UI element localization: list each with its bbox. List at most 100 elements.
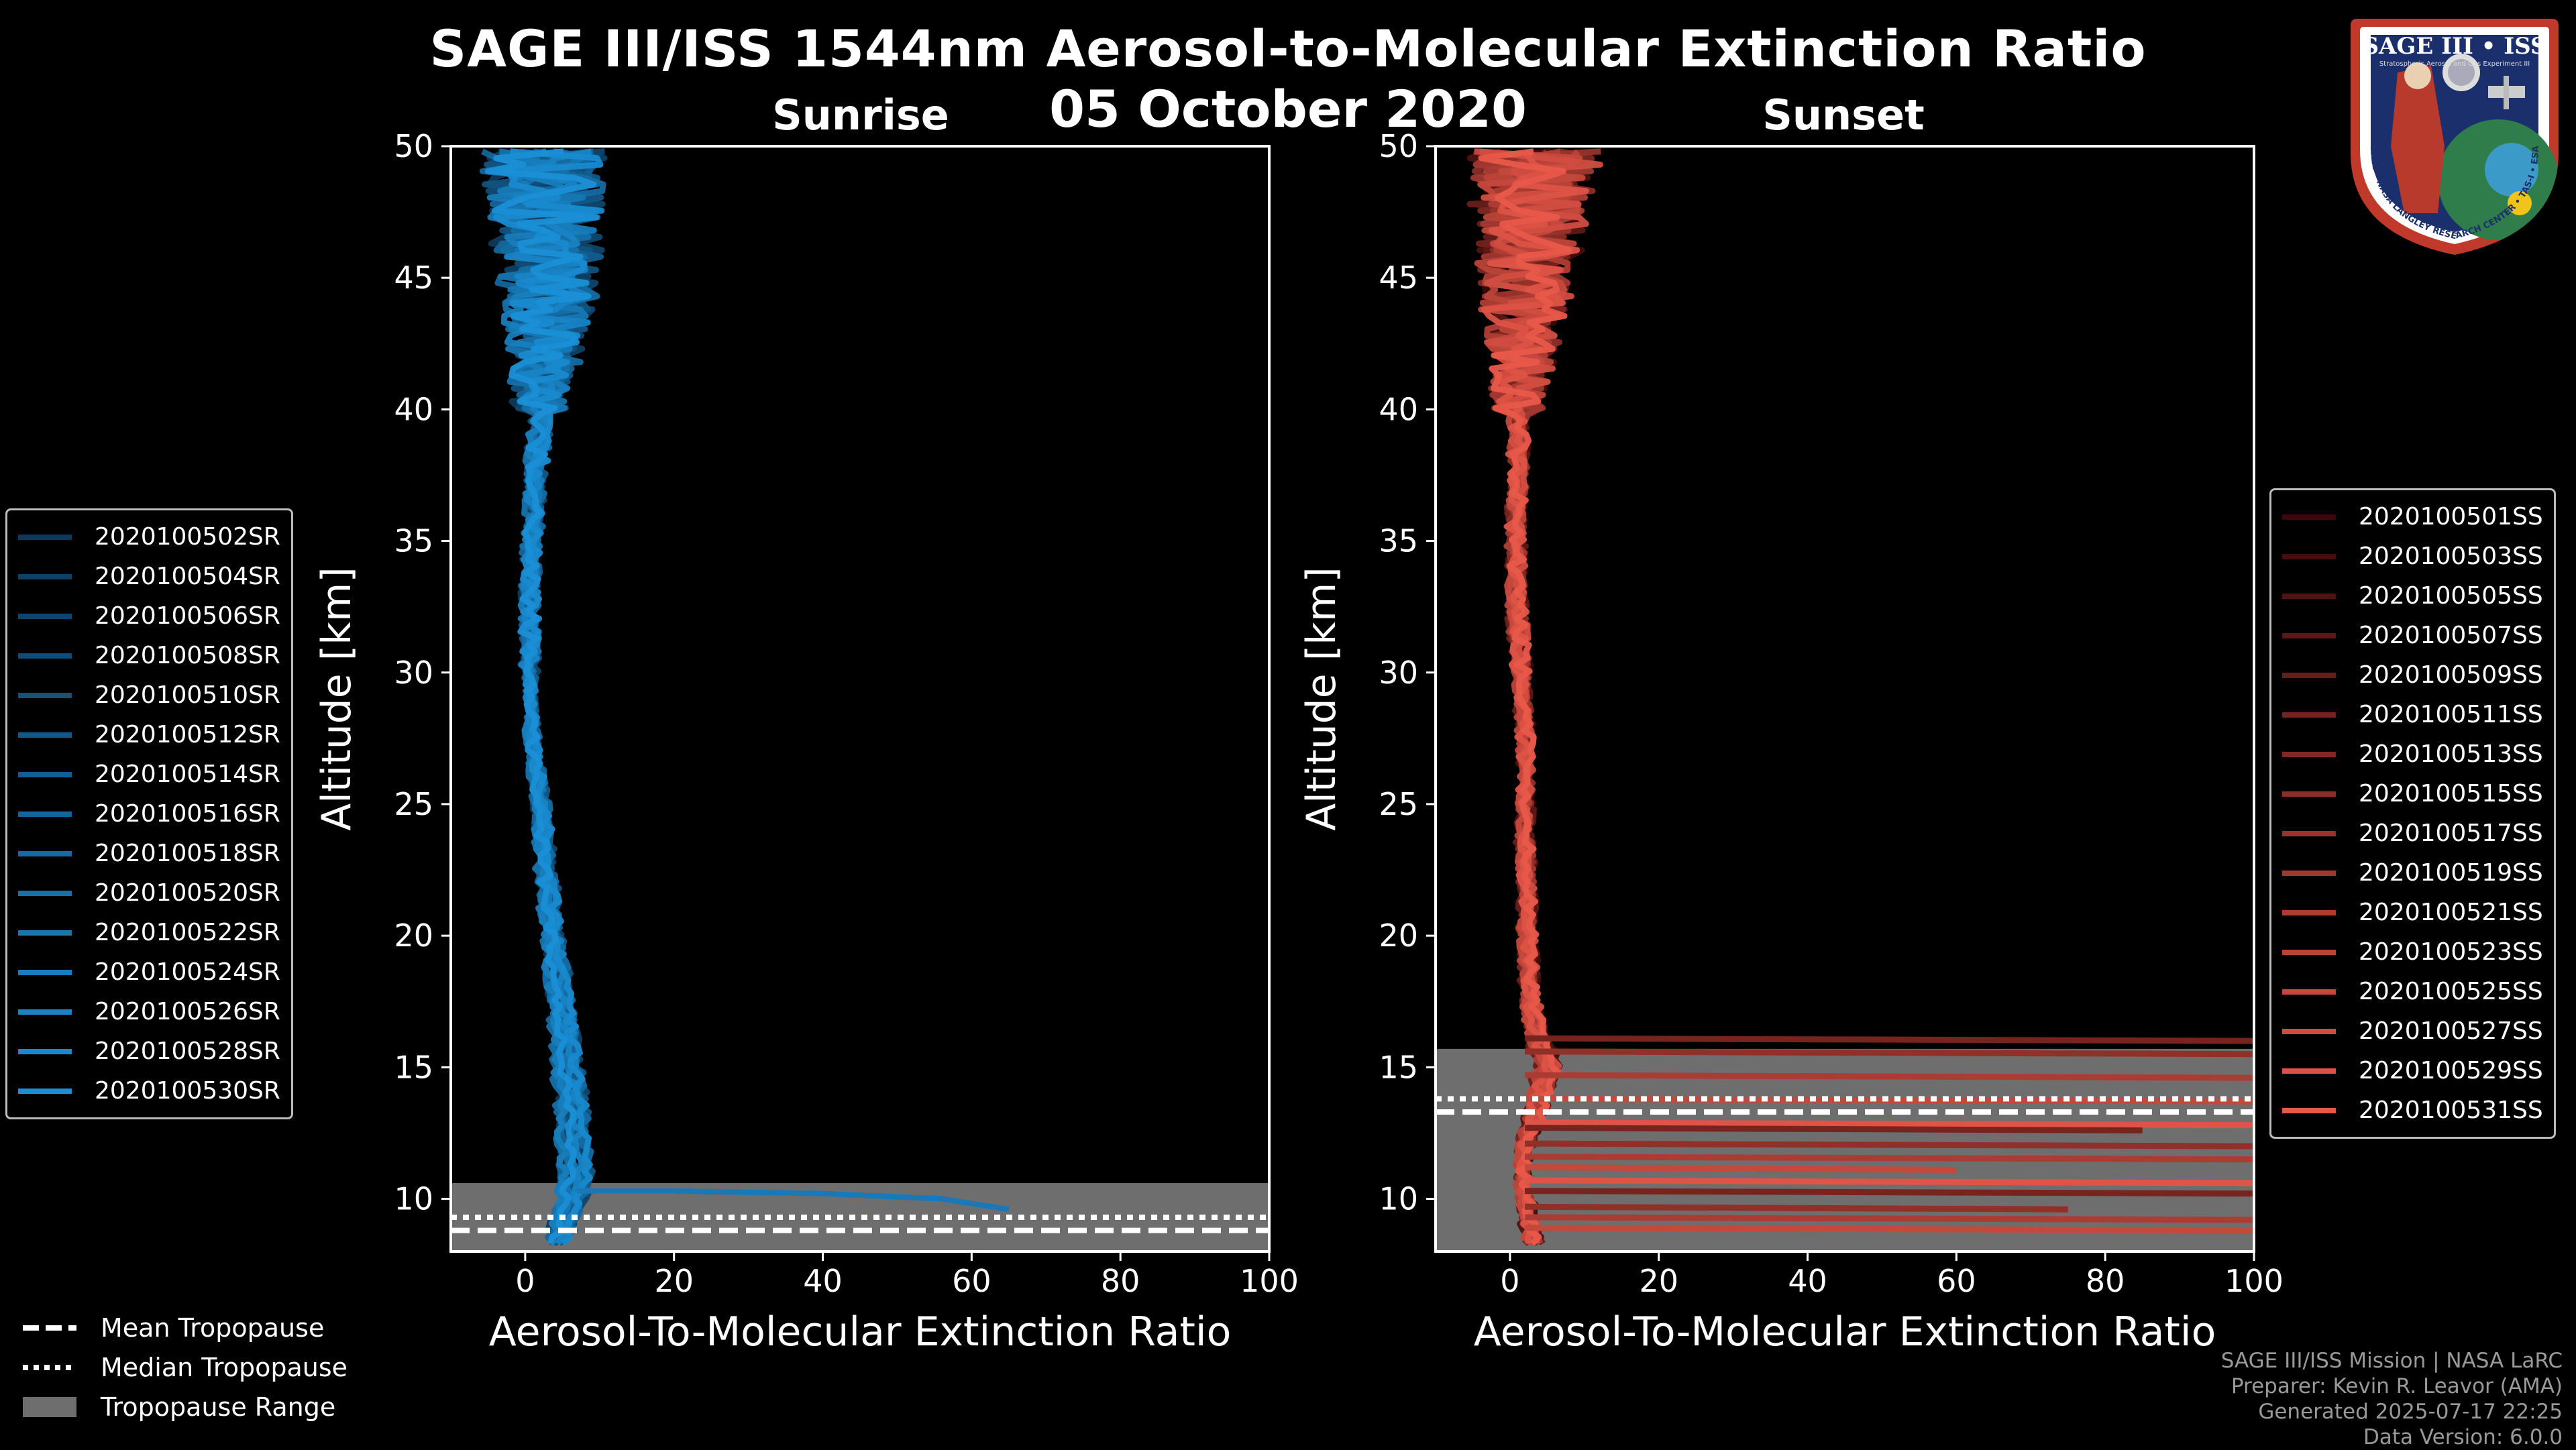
- sunset-streak: [1525, 1188, 2254, 1197]
- legend-label: 2020100530SR: [95, 1077, 280, 1105]
- legend-swatch: [18, 1009, 72, 1015]
- sunset-streak: [1525, 1072, 2254, 1081]
- sunset-streak: [1525, 1035, 2254, 1044]
- legend-swatch: [2282, 909, 2336, 915]
- x-tick-label: 80: [1101, 1263, 1140, 1299]
- legend-swatch: [18, 1088, 72, 1094]
- y-tick-label: 35: [394, 523, 433, 559]
- legend-item: 2020100529SS: [2282, 1051, 2543, 1091]
- legend-swatch: [18, 613, 72, 619]
- x-tick-label: 100: [1240, 1263, 1299, 1299]
- legend-item: 2020100524SR: [18, 952, 280, 992]
- profile-2020100530SR: [484, 148, 600, 1245]
- legend-item: 2020100523SS: [2282, 932, 2543, 972]
- legend-label: 2020100503SS: [2359, 543, 2543, 570]
- legend-item: 2020100507SS: [2282, 616, 2543, 655]
- sunset-streak: [1525, 1048, 2254, 1058]
- legend-item: 2020100530SR: [18, 1071, 280, 1111]
- legend-label: 2020100527SS: [2359, 1017, 2543, 1045]
- sunrise-plot-area: [451, 148, 1269, 1251]
- legend-swatch: [2282, 989, 2336, 995]
- legend-item: 2020100502SR: [18, 517, 280, 557]
- sage-iii-iss-logo: SAGE III • ISS Stratospheric Aerosol and…: [2351, 19, 2559, 255]
- legend-item: 2020100512SR: [18, 715, 280, 755]
- legend-swatch: [2282, 632, 2336, 638]
- legend-swatch: [2282, 1028, 2336, 1034]
- legend-swatch: [18, 930, 72, 936]
- legend-swatch: [18, 890, 72, 896]
- legend-item: 2020100508SR: [18, 636, 280, 675]
- x-tick-label: 40: [803, 1263, 843, 1299]
- legend-item: 2020100528SR: [18, 1031, 280, 1071]
- legend-label: 2020100515SS: [2359, 780, 2543, 807]
- legend-label: 2020100519SS: [2359, 859, 2543, 887]
- legend-item: 2020100527SS: [2282, 1011, 2543, 1051]
- legend-swatch: [2282, 791, 2336, 797]
- legend-label: 2020100512SR: [95, 721, 280, 748]
- footer-preparer: Preparer: Kevin R. Leavor (AMA): [2231, 1374, 2563, 1398]
- y-tick-label: 50: [394, 128, 433, 164]
- legend-item: 2020100506SR: [18, 596, 280, 636]
- sunrise-panel-title: Sunrise: [772, 91, 949, 140]
- x-tick-label: 100: [2224, 1263, 2284, 1299]
- legend-label: 2020100522SR: [95, 919, 280, 946]
- sunset-streak: [1525, 1203, 2068, 1213]
- profile-2020100529SS: [1481, 150, 1589, 1244]
- legend-label: 2020100506SR: [95, 602, 280, 630]
- legend-swatch: [2282, 1107, 2336, 1113]
- legend-item: 2020100516SR: [18, 794, 280, 834]
- x-tick-label: 20: [1639, 1263, 1678, 1299]
- legend-label: 2020100520SR: [95, 879, 280, 907]
- legend-swatch: [18, 573, 72, 579]
- sunset-y-axis-label: Altitude [km]: [1298, 567, 1345, 831]
- legend-item: 2020100514SR: [18, 755, 280, 794]
- y-tick-label: 30: [1379, 655, 1418, 691]
- legend-item: 2020100531SS: [2282, 1091, 2543, 1130]
- legend-swatch: [18, 732, 72, 738]
- legend-label: 2020100528SR: [95, 1038, 280, 1065]
- legend-item: 2020100503SS: [2282, 537, 2543, 576]
- legend-label: 2020100508SR: [95, 642, 280, 669]
- median-tropopause-legend-item: Median Tropopause: [23, 1347, 347, 1387]
- sunset-streak: [1525, 1225, 2254, 1234]
- x-tick-label: 40: [1788, 1263, 1827, 1299]
- sunset-legend: 2020100501SS 2020100503SS 2020100505SS 2020…: [2269, 488, 2556, 1139]
- sunset-streak: [1525, 1154, 2254, 1163]
- legend-swatch: [2282, 1068, 2336, 1074]
- x-tick-label: 0: [1500, 1263, 1519, 1299]
- y-tick-label: 25: [1379, 786, 1418, 822]
- legend-label: 2020100521SS: [2359, 899, 2543, 926]
- range-swatch: [23, 1396, 76, 1417]
- footer-version: Data Version: 6.0.0: [2363, 1425, 2563, 1449]
- footer-credits: SAGE III/ISS Mission | NASA LaRC Prepare…: [2221, 1348, 2563, 1450]
- legend-item: 2020100511SS: [2282, 695, 2543, 734]
- legend-item: 2020100505SS: [2282, 576, 2543, 616]
- mean-tropopause-label: Mean Tropopause: [101, 1313, 325, 1343]
- y-tick-label: 20: [394, 917, 433, 954]
- sunset-streak: [1525, 1164, 1957, 1173]
- legend-item: 2020100509SS: [2282, 655, 2543, 695]
- legend-label: 2020100509SS: [2359, 661, 2543, 689]
- legend-swatch: [18, 653, 72, 659]
- logo-small-text: Stratospheric Aerosol and Gas Experiment…: [2379, 60, 2530, 68]
- y-tick-label: 35: [1379, 523, 1418, 559]
- legend-item: 2020100510SR: [18, 675, 280, 715]
- sunset-panel-title: Sunset: [1762, 91, 1925, 140]
- x-tick-label: 20: [654, 1263, 694, 1299]
- y-tick-label: 15: [394, 1049, 433, 1085]
- legend-swatch: [2282, 712, 2336, 718]
- legend-item: 2020100525SS: [2282, 972, 2543, 1011]
- legend-swatch: [18, 850, 72, 856]
- legend-label: 2020100501SS: [2359, 503, 2543, 531]
- x-tick-label: 0: [515, 1263, 535, 1299]
- legend-label: 2020100505SS: [2359, 582, 2543, 610]
- y-tick-label: 10: [1379, 1181, 1418, 1217]
- y-tick-label: 50: [1379, 128, 1418, 164]
- y-tick-label: 45: [1379, 260, 1418, 296]
- mean-tropopause-legend-item: Mean Tropopause: [23, 1308, 347, 1347]
- sunset-plot-area: [1436, 148, 2254, 1251]
- legend-label: 2020100517SS: [2359, 820, 2543, 847]
- legend-label: 2020100504SR: [95, 563, 280, 590]
- legend-swatch: [18, 969, 72, 975]
- sunset-axes-frame: [1434, 145, 2255, 1253]
